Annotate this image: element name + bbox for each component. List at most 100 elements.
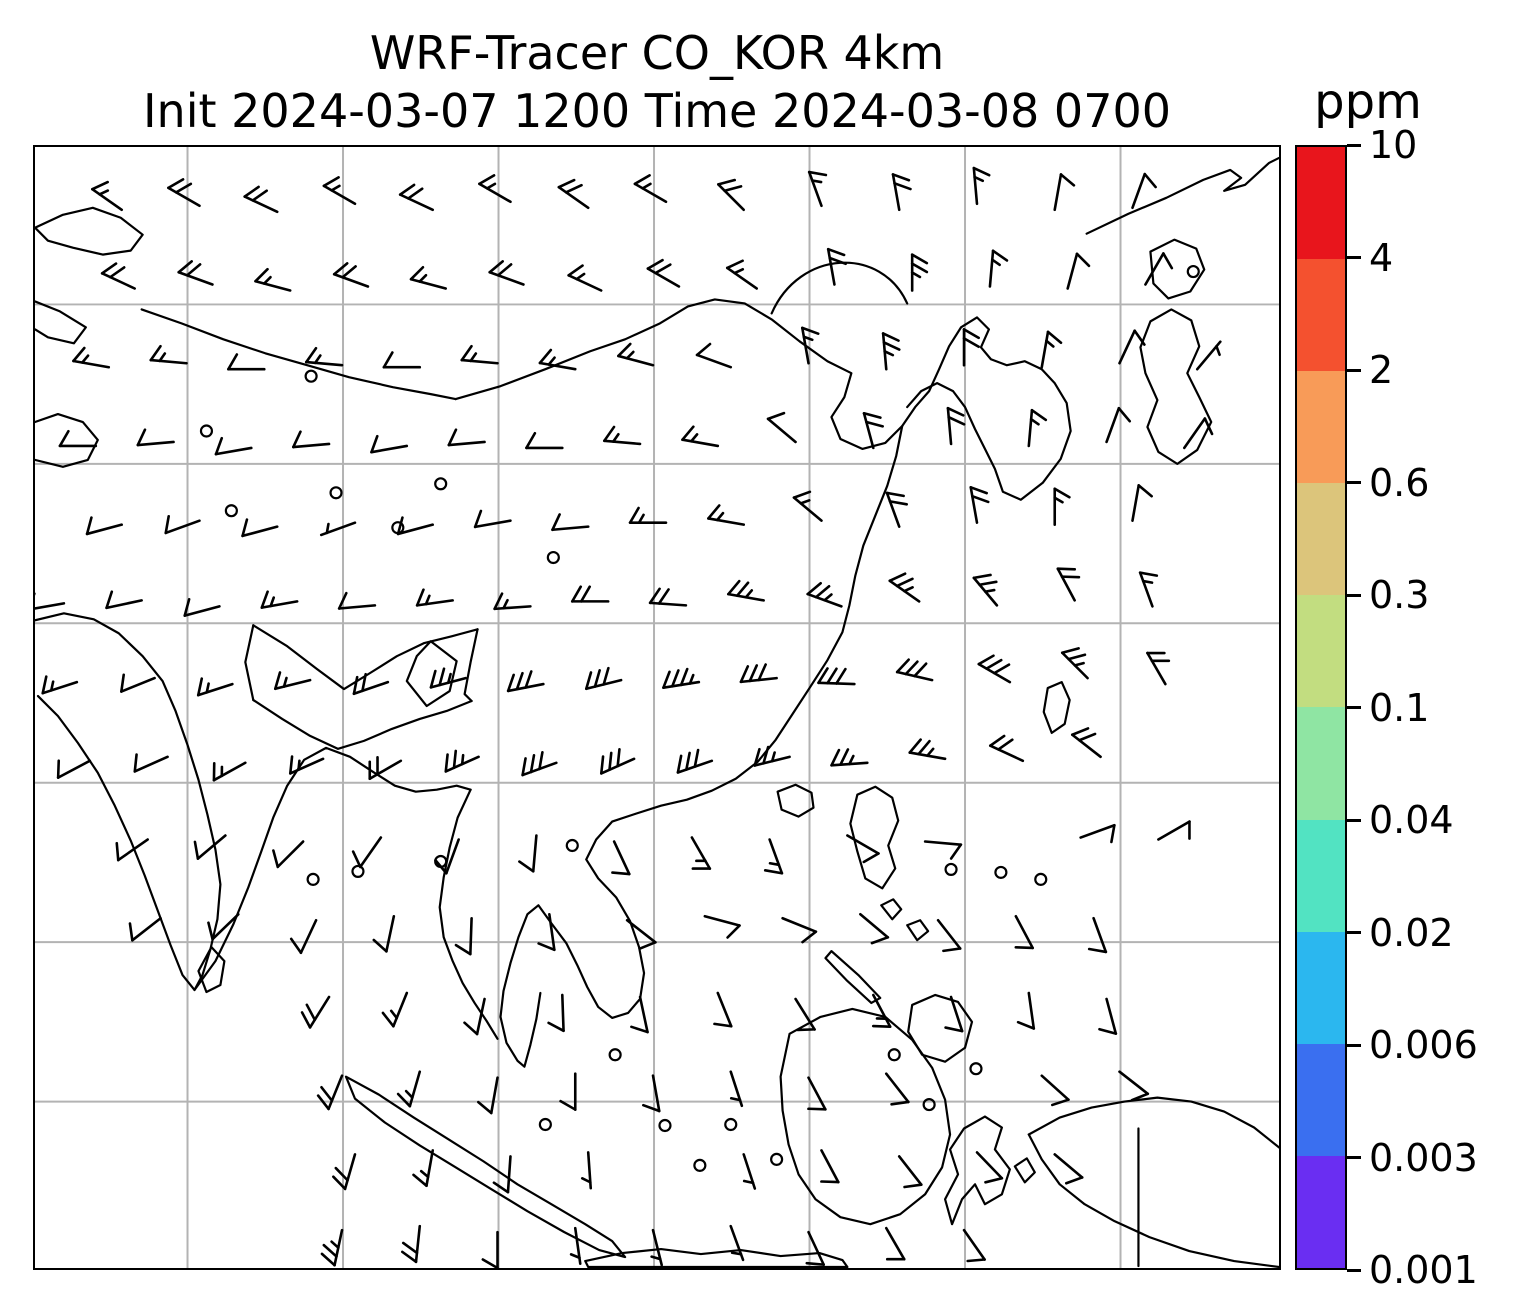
- wind-barb: [337, 591, 377, 610]
- wind-barb: [713, 991, 733, 1028]
- wind-barb: [611, 840, 631, 876]
- coastline: [1027, 1096, 1279, 1149]
- wind-barb: [989, 734, 1025, 763]
- wind-barb: [85, 516, 124, 536]
- wind-barb: [551, 513, 590, 532]
- colorbar-tick-label: 0.04: [1369, 798, 1454, 842]
- wind-barb: [370, 434, 409, 454]
- coastline: [1042, 680, 1071, 735]
- calm-station-circle: [922, 1098, 936, 1112]
- wind-barb: [429, 667, 467, 689]
- wind-barb: [58, 429, 98, 448]
- wind-barb: [398, 183, 435, 212]
- calm-station-circle: [887, 1048, 901, 1062]
- wind-barb: [1066, 252, 1091, 290]
- calm-station-circle: [1034, 872, 1048, 886]
- wind-barb: [727, 579, 765, 602]
- wind-barb: [908, 738, 947, 761]
- coastline: [770, 261, 909, 315]
- wind-barb: [753, 745, 791, 767]
- wind-barb: [628, 506, 668, 524]
- wind-barb: [871, 993, 892, 1028]
- wind-barb: [633, 174, 668, 204]
- coastline: [824, 950, 882, 1005]
- wind-barb: [975, 1151, 1004, 1184]
- wind-barb: [969, 486, 990, 524]
- wind-barb: [304, 346, 344, 367]
- wind-barb: [599, 747, 636, 775]
- wind-barb: [690, 836, 712, 870]
- wind-barb: [859, 912, 890, 945]
- calm-station-circle: [565, 838, 579, 853]
- wind-barb: [792, 490, 823, 522]
- wind-barb: [830, 748, 869, 767]
- wind-barb: [183, 597, 221, 617]
- wind-barb: [862, 411, 885, 450]
- wind-barb: [41, 675, 79, 695]
- wind-barb: [177, 260, 214, 286]
- wind-barb: [717, 178, 746, 212]
- wind-barb: [897, 1155, 923, 1189]
- wind-barb: [300, 995, 331, 1029]
- coastline: [779, 1007, 952, 1226]
- calm-station-circle: [546, 550, 560, 565]
- wind-barb: [729, 1224, 745, 1262]
- colorbar-segment: [1297, 259, 1345, 372]
- coastline: [405, 640, 458, 708]
- wind-barb: [289, 918, 318, 955]
- calm-station-circle: [1186, 264, 1200, 279]
- wind-barb: [241, 518, 279, 538]
- calm-station-circle: [199, 424, 214, 438]
- coastline: [197, 946, 226, 994]
- wind-barb: [260, 590, 299, 609]
- wind-barb: [742, 1153, 757, 1190]
- coastline: [35, 206, 144, 256]
- colorbar-tick-mark: [1347, 368, 1361, 372]
- wind-barb: [463, 997, 486, 1036]
- coastline: [35, 300, 87, 345]
- wind-barb: [648, 587, 688, 607]
- wind-barb: [977, 654, 1012, 684]
- wind-barb: [120, 673, 156, 693]
- wind-barb: [794, 997, 816, 1032]
- calm-station-circle: [658, 1118, 672, 1133]
- wind-barb: [322, 176, 357, 206]
- wind-barb: [891, 173, 912, 212]
- wind-barb: [1098, 997, 1118, 1035]
- calm-station-circle: [351, 864, 365, 878]
- coastline: [1013, 1157, 1036, 1184]
- colorbar-tick-mark: [1347, 1268, 1361, 1272]
- wind-barb: [570, 585, 610, 603]
- wind-barb: [473, 509, 512, 529]
- calm-station-circle: [306, 872, 320, 886]
- wind-barb: [412, 1149, 435, 1188]
- colorbar-segment: [1297, 595, 1345, 708]
- colorbar-ticks: 10 4 2 0.6 0.3 0.1 0.04 0.02 0.006 0.003 0.001: [1347, 123, 1522, 1292]
- wind-barb: [807, 1076, 827, 1111]
- wind-barb: [1014, 914, 1034, 950]
- wind-barb: [538, 348, 577, 371]
- wind-barb: [1195, 340, 1222, 371]
- wind-barb: [415, 588, 454, 607]
- wind-barb: [212, 761, 247, 782]
- wind-barb: [409, 265, 447, 290]
- wind-barb: [662, 667, 701, 689]
- wind-barb: [763, 838, 784, 875]
- wind-barb: [193, 834, 227, 860]
- wind-barb: [962, 328, 980, 367]
- wind-barb: [167, 178, 201, 208]
- wind-barb: [320, 1228, 344, 1267]
- coastline: [906, 368, 1072, 501]
- wind-barb: [946, 406, 966, 446]
- wind-barb: [936, 918, 962, 953]
- coastline: [193, 746, 472, 992]
- colorbar-tick-label: 0.001: [1369, 1248, 1478, 1292]
- calm-station-circle: [434, 477, 448, 491]
- wind-barb: [136, 428, 175, 447]
- wind-barb: [1131, 484, 1153, 522]
- wind-barb: [1146, 651, 1171, 686]
- colorbar-tick-label: 4: [1369, 235, 1394, 280]
- coastline: [1085, 156, 1279, 235]
- wind-barb: [944, 995, 964, 1033]
